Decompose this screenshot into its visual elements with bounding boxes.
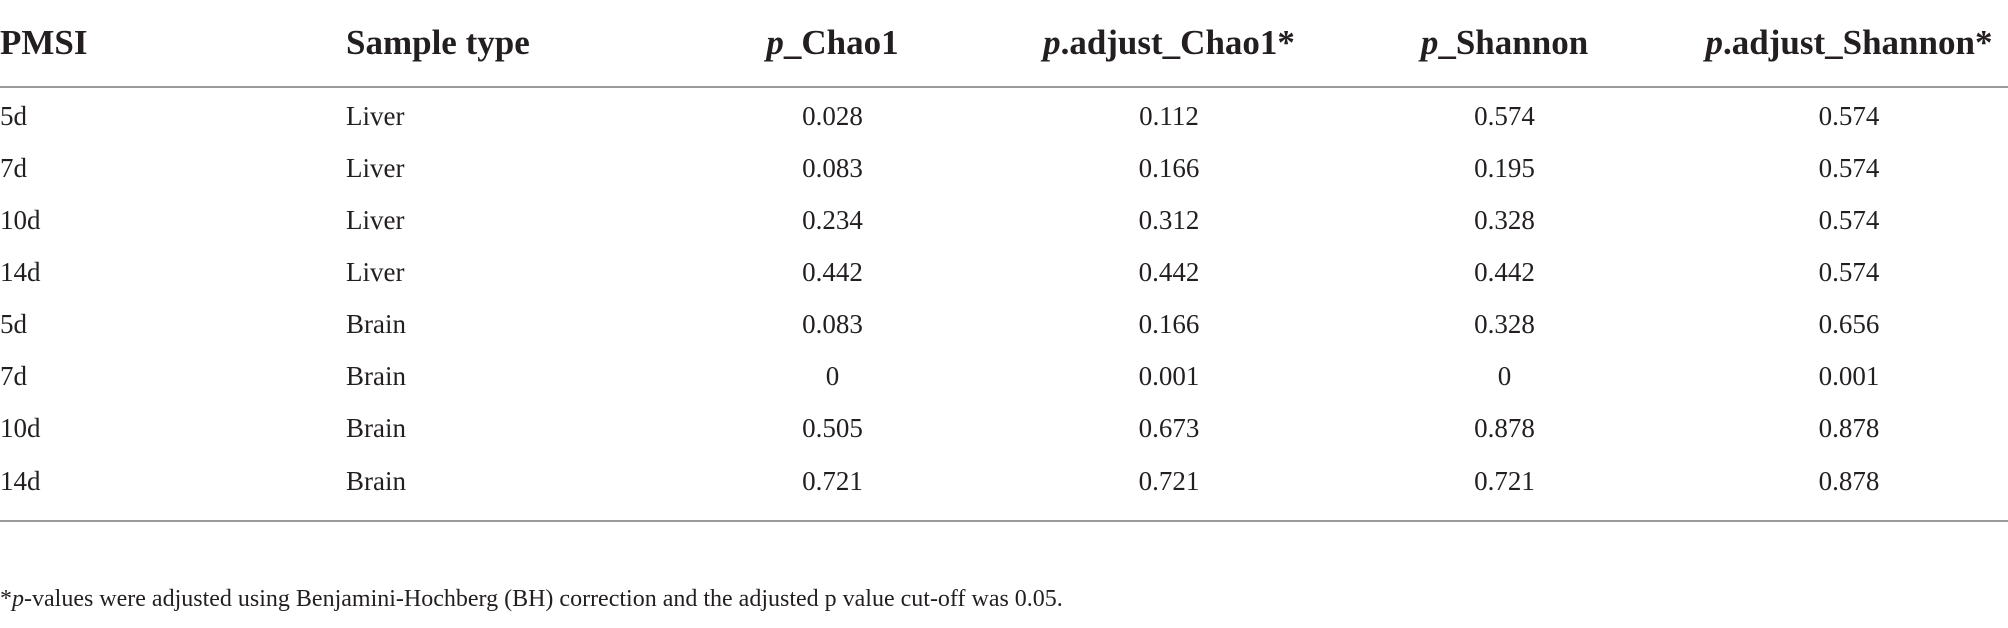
cell-pmsi: 10d — [0, 412, 41, 443]
table-row: 14d Brain 0.721 0.721 0.721 0.878 — [0, 454, 2008, 524]
header-p-adjust-chao1: p.adjust_Chao1* — [1019, 0, 1319, 88]
cell-sample-type: Liver — [346, 204, 405, 235]
cell-pmsi: 10d — [0, 204, 41, 235]
cell-sample-type: Brain — [346, 466, 406, 496]
cell-p-chao1: 0 — [825, 360, 840, 391]
cell-p-adjust-chao1: 0.166 — [1138, 152, 1200, 183]
cell-p-adjust-shannon: 0.574 — [1818, 100, 1880, 131]
cell-p-shannon: 0.721 — [1474, 466, 1535, 496]
cell-pmsi: 5d — [0, 100, 27, 131]
header-pmsi: PMSI — [0, 0, 346, 88]
header-sample-type: Sample type — [346, 0, 646, 88]
cell-p-shannon: 0.574 — [1474, 100, 1535, 131]
cell-p-adjust-chao1: 0.112 — [1139, 100, 1199, 131]
cell-p-chao1: 0.721 — [802, 466, 863, 496]
cell-p-adjust-shannon: 0.878 — [1818, 412, 1880, 443]
cell-p-adjust-shannon: 0.574 — [1818, 152, 1880, 183]
cell-sample-type: Liver — [346, 256, 405, 287]
footnote-italic-p: p — [12, 586, 24, 612]
cell-p-chao1: 0.442 — [802, 256, 863, 287]
cell-sample-type: Liver — [346, 100, 405, 131]
footnote-marker: * — [0, 586, 12, 612]
cell-p-adjust-shannon: 0.878 — [1818, 466, 1880, 496]
header-p-shannon: p_Shannon — [1319, 0, 1690, 88]
cell-p-chao1: 0.083 — [802, 152, 863, 183]
cell-sample-type: Brain — [346, 412, 406, 443]
header-p-adjust-shannon: p.adjust_Shannon* — [1690, 0, 2008, 88]
table-row: 5d Brain 0.083 0.166 0.328 0.656 — [0, 298, 2008, 350]
cell-p-shannon: 0.195 — [1474, 152, 1535, 183]
table-row: 10d Liver 0.234 0.312 0.328 0.574 — [0, 194, 2008, 246]
table-row: 14d Liver 0.442 0.442 0.442 0.574 — [0, 246, 2008, 298]
table-bottom-rule — [0, 520, 2008, 522]
results-table: PMSI Sample type p_Chao1 p.adjust_Chao1*… — [0, 0, 2008, 524]
cell-p-chao1: 0.234 — [802, 204, 863, 235]
table-footnote: *p-values were adjusted using Benjamini-… — [0, 586, 1063, 613]
cell-p-chao1: 0.028 — [802, 100, 863, 131]
cell-pmsi: 7d — [0, 152, 27, 183]
table-row: 5d Liver 0.028 0.112 0.574 0.574 — [0, 87, 2008, 142]
table-row: 7d Brain 0 0.001 0 0.001 — [0, 350, 2008, 402]
table-header: PMSI Sample type p_Chao1 p.adjust_Chao1*… — [0, 0, 2008, 88]
table-row: 7d Liver 0.083 0.166 0.195 0.574 — [0, 142, 2008, 194]
cell-p-adjust-shannon: 0.001 — [1818, 360, 1880, 391]
cell-p-adjust-chao1: 0.442 — [1138, 256, 1200, 287]
cell-p-adjust-shannon: 0.574 — [1818, 204, 1880, 235]
cell-p-shannon: 0.878 — [1474, 412, 1535, 443]
cell-p-adjust-chao1: 0.673 — [1138, 412, 1200, 443]
table-row: 10d Brain 0.505 0.673 0.878 0.878 — [0, 402, 2008, 454]
cell-pmsi: 5d — [0, 308, 27, 339]
header-p-chao1: p_Chao1 — [646, 0, 1019, 88]
cell-sample-type: Brain — [346, 360, 406, 391]
cell-pmsi: 7d — [0, 360, 27, 391]
cell-pmsi: 14d — [0, 466, 41, 496]
cell-p-adjust-chao1: 0.166 — [1138, 308, 1200, 339]
results-table-container: PMSI Sample type p_Chao1 p.adjust_Chao1*… — [0, 0, 2008, 524]
cell-p-shannon: 0.442 — [1474, 256, 1535, 287]
cell-sample-type: Liver — [346, 152, 405, 183]
table-body: 5d Liver 0.028 0.112 0.574 0.574 7d Live… — [0, 87, 2008, 524]
footnote-text: -values were adjusted using Benjamini-Ho… — [24, 586, 1063, 612]
header-row: PMSI Sample type p_Chao1 p.adjust_Chao1*… — [0, 0, 2008, 88]
cell-p-chao1: 0.083 — [802, 308, 863, 339]
cell-p-adjust-chao1: 0.721 — [1138, 466, 1200, 496]
cell-p-shannon: 0 — [1497, 360, 1512, 391]
cell-sample-type: Brain — [346, 308, 406, 339]
cell-p-chao1: 0.505 — [802, 412, 863, 443]
cell-p-adjust-shannon: 0.656 — [1818, 308, 1880, 339]
cell-p-adjust-chao1: 0.312 — [1138, 204, 1200, 235]
cell-p-adjust-chao1: 0.001 — [1138, 360, 1200, 391]
cell-p-shannon: 0.328 — [1474, 204, 1535, 235]
cell-p-shannon: 0.328 — [1474, 308, 1535, 339]
cell-p-adjust-shannon: 0.574 — [1818, 256, 1880, 287]
cell-pmsi: 14d — [0, 256, 41, 287]
